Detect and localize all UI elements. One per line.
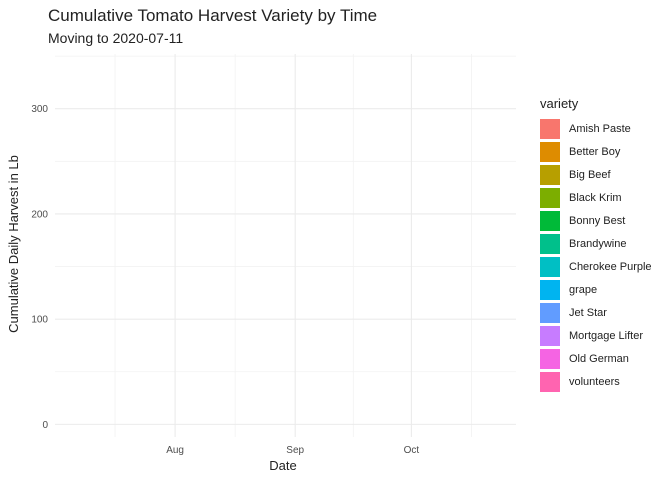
- legend-item: Bonny Best: [540, 209, 652, 232]
- y-tick-label: 100: [31, 315, 48, 326]
- legend-swatch: [540, 256, 560, 277]
- legend-swatch: [540, 210, 560, 231]
- legend-swatch: [540, 302, 560, 323]
- legend: variety Amish Paste Better Boy Big Beef Bla…: [540, 96, 652, 393]
- y-axis-title: Cumulative Daily Harvest in Lb: [6, 155, 21, 333]
- chart-subtitle: Moving to 2020-07-11: [48, 30, 184, 46]
- chart-title: Cumulative Tomato Harvest Variety by Tim…: [48, 6, 378, 25]
- y-tick-label: 300: [31, 104, 48, 115]
- legend-label: Jet Star: [569, 306, 607, 319]
- legend-swatch: [540, 325, 560, 346]
- legend-swatch: [540, 348, 560, 369]
- legend-label: Big Beef: [569, 168, 611, 181]
- legend-swatch: [540, 233, 560, 254]
- legend-swatch: [540, 164, 560, 185]
- x-tick-label: Oct: [404, 445, 420, 456]
- legend-label: volunteers: [569, 375, 620, 388]
- legend-label: grape: [569, 283, 598, 296]
- legend-label: Amish Paste: [569, 122, 631, 135]
- legend-item: Jet Star: [540, 301, 652, 324]
- legend-item: Black Krim: [540, 186, 652, 209]
- x-tick-label: Aug: [166, 445, 184, 456]
- legend-item: grape: [540, 278, 652, 301]
- y-tick-label: 200: [31, 209, 48, 220]
- x-tick-label: Sep: [286, 445, 304, 456]
- legend-title: variety: [540, 96, 579, 111]
- legend-label: Black Krim: [569, 191, 622, 204]
- legend-label: Old German: [569, 352, 629, 365]
- y-tick-label: 0: [42, 420, 48, 431]
- legend-item: volunteers: [540, 370, 652, 393]
- legend-item: Brandywine: [540, 232, 652, 255]
- legend-swatch: [540, 118, 560, 139]
- legend-swatch: [540, 141, 560, 162]
- plot-area: 0 100 200 300 Aug Sep Oct Date Cumulative Dail…: [6, 54, 516, 473]
- legend-swatch: [540, 279, 560, 300]
- legend-label: Cherokee Purple: [569, 260, 652, 273]
- legend-label: Mortgage Lifter: [569, 329, 643, 342]
- legend-label: Better Boy: [569, 145, 621, 158]
- legend-item: Big Beef: [540, 163, 652, 186]
- legend-item: Mortgage Lifter: [540, 324, 652, 347]
- legend-label: Bonny Best: [569, 214, 626, 227]
- legend-swatch: [540, 187, 560, 208]
- legend-item: Old German: [540, 347, 652, 370]
- legend-item: Cherokee Purple: [540, 255, 652, 278]
- legend-item: Better Boy: [540, 140, 652, 163]
- x-axis-title: Date: [269, 458, 296, 473]
- legend-label: Brandywine: [569, 237, 627, 250]
- legend-item: Amish Paste: [540, 117, 652, 140]
- legend-swatch: [540, 371, 560, 392]
